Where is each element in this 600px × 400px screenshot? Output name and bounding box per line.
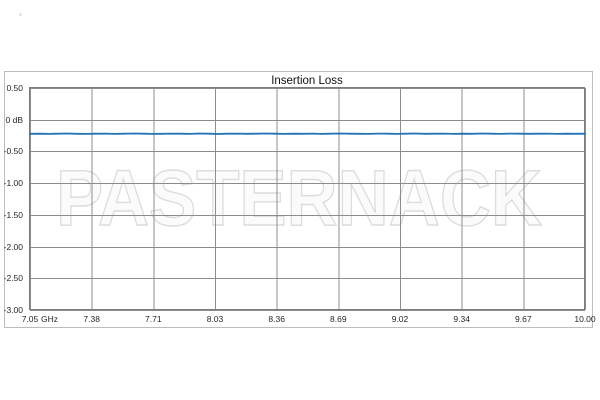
y-tick-label: -2.50 [4,273,24,283]
y-tick-label: 0.50 [6,83,23,93]
chart-frame [4,71,593,328]
chart-title: Insertion Loss [271,75,343,87]
x-tick-label: 9.02 [392,314,409,324]
x-tick-label: 7.38 [83,314,100,324]
y-tick-label: -1.00 [4,178,24,188]
plot-border [29,87,585,310]
x-tick-label: 9.67 [515,314,532,324]
series-lines [29,132,586,135]
stray-mark [19,13,22,16]
x-tick-label: 7.71 [145,314,162,324]
x-tick-label: 8.69 [330,314,347,324]
x-tick-label: 8.36 [268,314,285,324]
x-axis-unit-label: GHz [41,314,58,324]
x-tick-label: 7.05 [22,314,39,324]
x-axis-labels: 7.05 7.38 7.71 8.03 8.36 8.69 9.02 9.34 9.67 10.0… [22,314,596,324]
y-tick-label: -2.00 [4,242,24,252]
y-tick-label: 0 dB [6,115,24,125]
watermark-text: PASTERNACK [56,153,542,242]
series-line [29,132,586,135]
y-axis-labels: 0.50 0 dB -0.50 -1.00 -1.50 -2.00 -2.50 -3.00 [4,83,24,315]
x-tick-label: 10.00 [574,314,596,324]
y-tick-label: -3.00 [4,305,24,315]
y-tick-label: -0.50 [4,146,24,156]
x-tick-label: 9.34 [453,314,470,324]
y-tick-label: -1.50 [4,210,24,220]
gridlines [30,88,586,311]
x-tick-label: 8.03 [207,314,224,324]
